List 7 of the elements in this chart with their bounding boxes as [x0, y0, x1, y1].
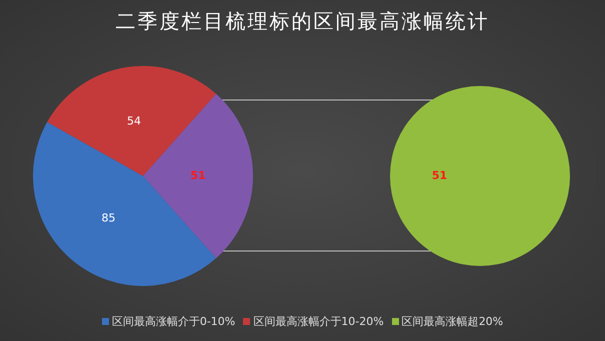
legend-label: 区间最高涨幅超20%: [402, 314, 504, 329]
legend-label: 区间最高涨幅介于0-10%: [112, 314, 236, 329]
chart-title: 二季度栏目梳理标的区间最高涨幅统计: [114, 8, 490, 35]
data-label: 54: [126, 114, 141, 128]
data-label: 51: [190, 168, 206, 182]
data-label: 85: [102, 212, 116, 225]
legend-label: 区间最高涨幅介于10-20%: [253, 314, 384, 329]
